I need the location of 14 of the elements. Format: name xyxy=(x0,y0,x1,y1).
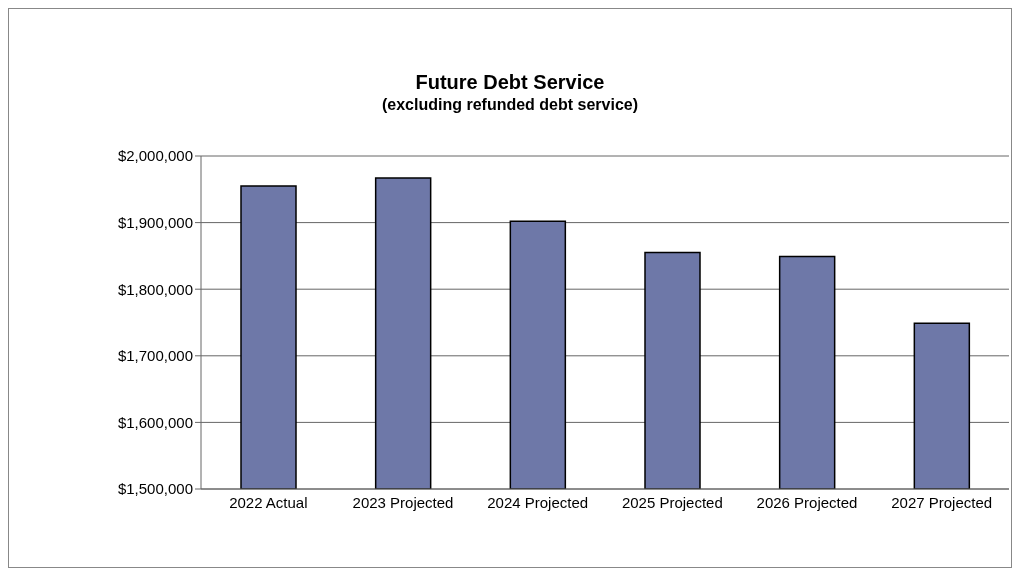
y-tick-label: $1,600,000 xyxy=(117,413,193,431)
y-tick-label: $1,700,000 xyxy=(117,347,193,365)
y-tick-label: $1,500,000 xyxy=(117,480,193,498)
x-tick-label: 2023 Projected xyxy=(352,493,454,511)
x-tick-label: 2026 Projected xyxy=(756,493,858,511)
x-tick-label: 2025 Projected xyxy=(621,493,723,511)
x-tick-label: 2024 Projected xyxy=(487,493,589,511)
y-tick-label: $2,000,000 xyxy=(117,147,193,165)
chart-title: Future Debt Service xyxy=(414,71,606,94)
y-tick-label: $1,900,000 xyxy=(117,213,193,231)
x-tick-label: 2022 Actual xyxy=(229,493,308,511)
y-tick-label: $1,800,000 xyxy=(117,280,193,298)
x-tick-label: 2027 Projected xyxy=(891,493,993,511)
chart-subtitle: (excluding refunded debt service) xyxy=(380,96,640,114)
